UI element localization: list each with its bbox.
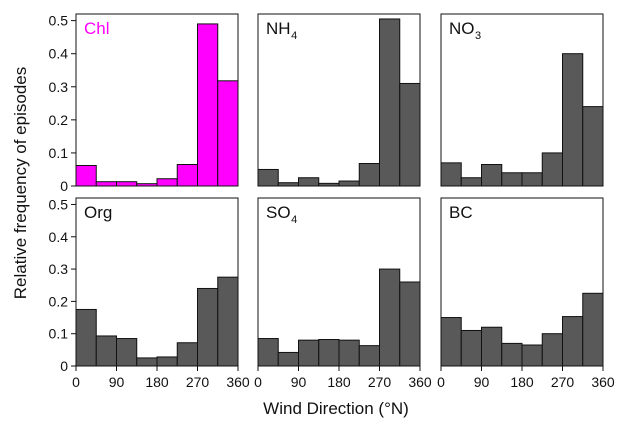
y-tick-label: 0.1	[49, 145, 69, 161]
x-tick-label: 90	[474, 374, 490, 390]
panel-no3: NO 3	[440, 13, 604, 187]
y-tick-label: 0.5	[49, 196, 69, 212]
x-tick-label: 360	[226, 374, 250, 390]
histogram-bar	[176, 342, 198, 367]
x-tick-label: 0	[254, 374, 262, 390]
x-tick-label: 90	[291, 374, 307, 390]
histogram-bar	[318, 339, 340, 367]
histogram-bar	[481, 326, 503, 367]
histogram-bar	[358, 345, 380, 367]
panel-label: Org	[84, 203, 112, 222]
x-axis-title: Wind Direction (°N)	[263, 399, 409, 418]
histogram-bar	[277, 182, 299, 187]
x-tick-label: 0	[72, 374, 80, 390]
histogram-bar	[582, 292, 604, 367]
histogram-bar	[95, 181, 117, 187]
x-tick-label: 270	[551, 374, 575, 390]
panel-label: SO	[266, 203, 291, 222]
histogram-bar	[399, 82, 421, 187]
x-tick-label: 270	[186, 374, 210, 390]
histogram-bar	[197, 287, 219, 367]
histogram-bar	[257, 338, 279, 367]
histogram-bar	[501, 172, 523, 187]
panel-nh4: NH 4	[257, 13, 421, 187]
x-tick-label: 180	[145, 374, 169, 390]
x-tick-label: 270	[368, 374, 392, 390]
histogram-bar	[440, 162, 462, 187]
histogram-bar	[156, 356, 178, 367]
histogram-bar	[460, 329, 482, 367]
y-tick-label: 0.2	[49, 293, 69, 309]
panel-label: NH	[266, 19, 291, 38]
y-tick-label: 0	[60, 358, 68, 374]
y-tick-label: 0	[60, 178, 68, 194]
histogram-bar	[116, 181, 138, 187]
histogram-bar	[217, 276, 239, 367]
histogram-bar	[136, 183, 158, 187]
histogram-bar	[176, 164, 198, 187]
histogram-bar	[217, 80, 239, 187]
panel-label: BC	[449, 203, 473, 222]
histogram-bar	[399, 281, 421, 367]
panel-so4: 0 90 180 270 360 SO 4	[254, 197, 432, 390]
histogram-bar	[318, 182, 340, 187]
panel-label: Chl	[84, 19, 110, 38]
panel-bc: 0 90 180 270 360 BC	[437, 197, 615, 390]
histogram-bar	[136, 357, 158, 367]
y-tick-label: 0.4	[49, 229, 69, 245]
histogram-bar	[358, 163, 380, 187]
histogram-bar	[521, 172, 543, 187]
x-tick-label: 0	[437, 374, 445, 390]
histogram-bar	[75, 164, 97, 187]
histogram-bar	[338, 180, 360, 187]
histogram-bar	[541, 333, 563, 367]
histogram-bar	[338, 339, 360, 367]
y-tick-label: 0.5	[49, 13, 69, 29]
x-tick-label: 360	[591, 374, 615, 390]
panel-label: NO	[449, 19, 475, 38]
panel-org: 0 0.1 0.2 0.3 0.4 0.5 0 90 180 270 360 Org	[49, 196, 250, 390]
histogram-bar	[298, 339, 320, 367]
histogram-bar	[197, 23, 219, 187]
histogram-bar	[481, 164, 503, 187]
histogram-bar	[156, 178, 178, 187]
histogram-bar	[95, 335, 117, 367]
histogram-bar	[582, 106, 604, 187]
histogram-bar	[562, 53, 584, 187]
panel-label-subscript: 4	[291, 214, 297, 226]
histogram-bar	[379, 268, 401, 367]
panel-grid: 00.10.20.30.40.5 Chl NH 4 NO 300.10.20.30.40.…	[49, 13, 615, 390]
y-tick-label: 0.1	[49, 326, 69, 342]
panel-chl: 0 0.1 0.2 0.3 0.4 0.5 Chl	[49, 13, 239, 194]
histogram-bar	[298, 177, 320, 187]
y-tick-label: 0.4	[49, 46, 69, 62]
histogram-bar	[257, 168, 279, 187]
y-axis-title: Relative frequency of episodes	[11, 67, 30, 299]
y-tick-label: 0.3	[49, 261, 69, 277]
histogram-bar	[277, 351, 299, 367]
histogram-bar	[501, 342, 523, 367]
y-tick-label: 0.2	[49, 112, 69, 128]
histogram-bar	[440, 317, 462, 367]
histogram-bar	[521, 344, 543, 367]
y-tick-label: 0.3	[49, 79, 69, 95]
histogram-bar	[379, 18, 401, 187]
x-tick-label: 180	[510, 374, 534, 390]
x-tick-label: 180	[327, 374, 351, 390]
x-tick-label: 360	[408, 374, 432, 390]
panel-label-subscript: 3	[475, 30, 481, 42]
histogram-bar	[75, 308, 97, 367]
histogram-bar	[460, 177, 482, 187]
x-tick-label: 90	[109, 374, 125, 390]
panel-label-subscript: 4	[291, 30, 297, 42]
histogram-bar	[541, 152, 563, 187]
histogram-bar	[116, 338, 138, 367]
histogram-bar	[562, 316, 584, 367]
